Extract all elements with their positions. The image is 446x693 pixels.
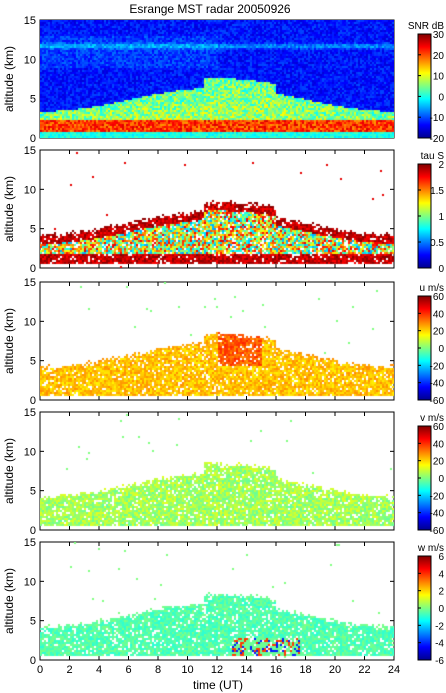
- heatmap-image-2: [40, 150, 394, 268]
- y-tick-label: 0: [30, 525, 36, 537]
- x-tick-label: 6: [125, 664, 131, 676]
- colorbar-tick-label: -20: [430, 361, 445, 372]
- colorbar-label: w m/s: [417, 543, 444, 554]
- colorbar-tick-label: -40: [430, 379, 445, 390]
- x-tick-label: 4: [96, 664, 102, 676]
- y-tick-label: 15: [24, 15, 36, 27]
- y-tick-label: 5: [30, 616, 36, 628]
- y-tick-label: 10: [24, 446, 36, 458]
- colorbar-tick-label: -40: [430, 509, 445, 520]
- colorbar-tick-label: 40: [433, 309, 445, 320]
- colorbar-tick-label: 2: [438, 160, 444, 171]
- colorbar-tick-label: 30: [433, 30, 445, 41]
- colorbar-tick-label: 1.5: [430, 186, 444, 197]
- y-tick-label: 0: [30, 655, 36, 667]
- colorbar-tick-label: 0: [438, 344, 444, 355]
- colorbar-label: v m/s: [420, 413, 444, 424]
- y-tick-label: 5: [30, 224, 36, 236]
- y-tick-label: 5: [30, 486, 36, 498]
- y-tick-label: 15: [24, 277, 36, 289]
- colorbar-tick-label: -4: [435, 639, 444, 650]
- colorbar: [417, 33, 432, 139]
- colorbar-tick-label: -20: [430, 134, 445, 145]
- y-tick-label: 0: [30, 395, 36, 407]
- x-tick-label: 2: [66, 664, 72, 676]
- y-axis-label: altitude (km): [2, 568, 16, 634]
- colorbar-tick-label: 6: [438, 552, 444, 563]
- colorbar-tick-label: 2: [438, 587, 444, 598]
- x-tick-label: 18: [299, 664, 311, 676]
- y-tick-label: 0: [30, 133, 36, 145]
- x-tick-label: 12: [211, 664, 223, 676]
- heatmap-image-4: [40, 412, 394, 530]
- colorbar-tick-label: 0: [438, 604, 444, 615]
- y-tick-label: 5: [30, 94, 36, 106]
- colorbar-tick-label: -60: [430, 526, 445, 537]
- x-tick-label: 10: [181, 664, 193, 676]
- y-tick-label: 10: [24, 54, 36, 66]
- heatmap-image-3: [40, 282, 394, 400]
- x-tick-label: 22: [358, 664, 370, 676]
- y-tick-label: 5: [30, 356, 36, 368]
- figure-title: Esrange MST radar 20050926: [129, 2, 291, 16]
- colorbar-tick-label: 20: [433, 51, 445, 62]
- y-tick-label: 15: [24, 407, 36, 419]
- panel-1: 0 5 10 15 altitude (km) SNR dB -20 -10 0 10 20 30: [2, 15, 444, 145]
- colorbar-tick-label: 0: [438, 264, 444, 275]
- x-tick-label: 24: [388, 664, 400, 676]
- colorbar-tick-label: 0: [438, 92, 444, 103]
- colorbar-label: tau S: [421, 151, 445, 162]
- y-tick-label: 15: [24, 145, 36, 157]
- heatmap-image-5: [40, 542, 394, 660]
- x-tick-label: 8: [155, 664, 161, 676]
- colorbar-tick-label: 4: [438, 569, 444, 580]
- heatmap-image-1: [40, 20, 394, 138]
- colorbar-label: SNR dB: [408, 21, 444, 32]
- colorbar-tick-label: 20: [433, 457, 445, 468]
- colorbar-tick-label: -10: [430, 113, 445, 124]
- x-tick-label: 14: [240, 664, 252, 676]
- y-axis-label: altitude (km): [2, 438, 16, 504]
- colorbar-label: u m/s: [420, 283, 444, 294]
- colorbar-tick-label: -20: [430, 491, 445, 502]
- y-axis-label: altitude (km): [2, 46, 16, 112]
- y-tick-label: 10: [24, 576, 36, 588]
- x-tick-label: 20: [329, 664, 341, 676]
- colorbar-tick-label: 40: [433, 439, 445, 450]
- x-tick-label: 0: [37, 664, 43, 676]
- colorbar-tick-label: 1: [438, 212, 444, 223]
- colorbar-tick-label: 0.5: [430, 238, 444, 249]
- x-tick-label: 16: [270, 664, 282, 676]
- y-tick-label: 10: [24, 316, 36, 328]
- colorbar-tick-label: 20: [433, 327, 445, 338]
- colorbar-tick-label: 60: [433, 292, 445, 303]
- y-tick-label: 0: [30, 263, 36, 275]
- colorbar-tick-label: 60: [433, 422, 445, 433]
- colorbar-tick-label: -6: [435, 656, 444, 667]
- y-tick-label: 10: [24, 184, 36, 196]
- y-tick-label: 15: [24, 537, 36, 549]
- colorbar-tick-label: -2: [435, 621, 444, 632]
- colorbar-tick-label: -60: [430, 396, 445, 407]
- colorbar-tick-label: 10: [433, 72, 445, 83]
- colorbar-tick-label: 0: [438, 474, 444, 485]
- x-axis-label: time (UT): [193, 678, 243, 692]
- y-axis-label: altitude (km): [2, 308, 16, 374]
- y-axis-label: altitude (km): [2, 176, 16, 242]
- panel-2: 0 5 10 15 altitude (km) tau S 0 0.5 1 1.5 2: [2, 145, 444, 275]
